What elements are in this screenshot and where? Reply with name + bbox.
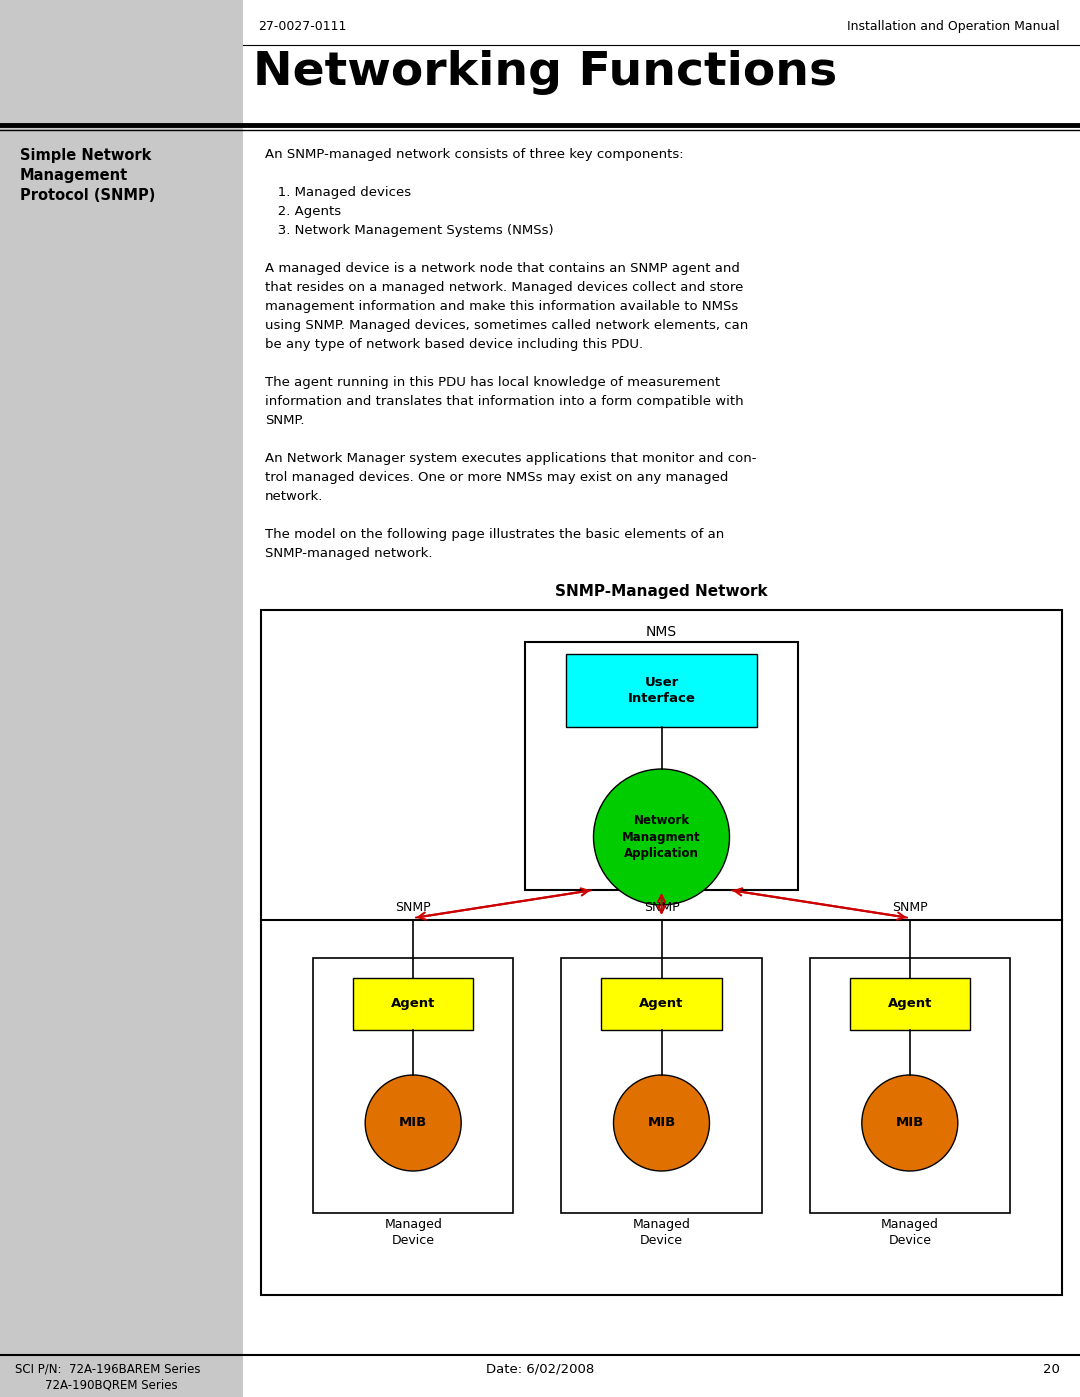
Text: An Network Manager system executes applications that monitor and con-: An Network Manager system executes appli… [265, 453, 756, 465]
Bar [810, 958, 1010, 1213]
Text: User
Interface: User Interface [627, 676, 696, 705]
Circle shape [594, 768, 729, 905]
Circle shape [365, 1076, 461, 1171]
Circle shape [862, 1076, 958, 1171]
Text: SNMP: SNMP [644, 901, 679, 914]
Bar [562, 958, 761, 1213]
Text: NMS: NMS [646, 624, 677, 638]
Bar [850, 978, 970, 1030]
Bar [353, 978, 473, 1030]
Text: Managed
Device: Managed Device [881, 1218, 939, 1248]
Text: The agent running in this PDU has local knowledge of measurement: The agent running in this PDU has local … [265, 376, 720, 388]
Text: Agent: Agent [888, 997, 932, 1010]
Text: SCI P/N:  72A-196BAREM Series: SCI P/N: 72A-196BAREM Series [15, 1363, 201, 1376]
Text: network.: network. [265, 490, 323, 503]
Text: SNMP.: SNMP. [265, 414, 305, 427]
Bar [313, 958, 513, 1213]
Text: 2. Agents: 2. Agents [265, 205, 341, 218]
Text: MIB: MIB [895, 1116, 923, 1130]
Bar [0, 0, 243, 1397]
Text: 1. Managed devices: 1. Managed devices [265, 186, 411, 198]
Text: Simple Network
Management
Protocol (SNMP): Simple Network Management Protocol (SNMP… [21, 148, 156, 203]
Text: Agent: Agent [391, 997, 435, 1010]
Text: management information and make this information available to NMSs: management information and make this inf… [265, 300, 739, 313]
Text: Agent: Agent [639, 997, 684, 1010]
Text: using SNMP. Managed devices, sometimes called network elements, can: using SNMP. Managed devices, sometimes c… [265, 319, 748, 332]
Text: Networking Functions: Networking Functions [253, 50, 837, 95]
Text: information and translates that information into a form compatible with: information and translates that informat… [265, 395, 744, 408]
Text: Managed
Device: Managed Device [384, 1218, 442, 1248]
Text: SNMP-Managed Network: SNMP-Managed Network [555, 584, 768, 599]
Text: 20: 20 [1043, 1363, 1059, 1376]
Text: SNMP: SNMP [892, 901, 928, 914]
Text: trol managed devices. One or more NMSs may exist on any managed: trol managed devices. One or more NMSs m… [265, 471, 728, 483]
Text: Managed
Device: Managed Device [633, 1218, 690, 1248]
Text: 72A-190BQREM Series: 72A-190BQREM Series [15, 1379, 177, 1391]
Bar [602, 978, 721, 1030]
Text: The model on the following page illustrates the basic elements of an: The model on the following page illustra… [265, 528, 725, 541]
Text: An SNMP-managed network consists of three key components:: An SNMP-managed network consists of thre… [265, 148, 684, 161]
Text: 27-0027-0111: 27-0027-0111 [258, 20, 347, 34]
Text: Installation and Operation Manual: Installation and Operation Manual [848, 20, 1059, 34]
Text: 3. Network Management Systems (NMSs): 3. Network Management Systems (NMSs) [265, 224, 554, 237]
Text: SNMP: SNMP [395, 901, 431, 914]
Bar [261, 610, 1062, 1295]
Text: Network
Managment
Application: Network Managment Application [622, 814, 701, 859]
Bar [566, 654, 757, 726]
Text: SNMP-managed network.: SNMP-managed network. [265, 548, 432, 560]
Bar [525, 643, 798, 890]
Text: that resides on a managed network. Managed devices collect and store: that resides on a managed network. Manag… [265, 281, 743, 293]
Text: MIB: MIB [647, 1116, 676, 1130]
Text: Date: 6/02/2008: Date: 6/02/2008 [486, 1363, 594, 1376]
Circle shape [613, 1076, 710, 1171]
Text: be any type of network based device including this PDU.: be any type of network based device incl… [265, 338, 643, 351]
Text: MIB: MIB [400, 1116, 428, 1130]
Text: A managed device is a network node that contains an SNMP agent and: A managed device is a network node that … [265, 263, 740, 275]
